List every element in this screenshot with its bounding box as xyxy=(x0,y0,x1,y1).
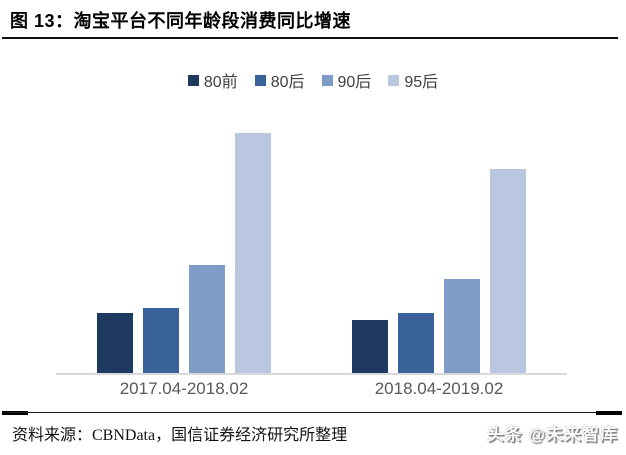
footer-rule-right-cap xyxy=(596,411,622,415)
legend-label: 80前 xyxy=(203,74,238,91)
title-rule xyxy=(2,37,618,39)
footer-rule-left-cap xyxy=(2,411,28,415)
legend-item: 90后 xyxy=(321,68,372,92)
footer-rule xyxy=(2,411,622,415)
bar xyxy=(189,265,225,373)
x-axis-label: 2017.04-2018.02 xyxy=(119,379,249,398)
source-text: 资料来源：CBNData，国信证券经济研究所整理 xyxy=(12,427,348,444)
legend-label: 95后 xyxy=(404,74,439,91)
bar xyxy=(398,313,434,373)
bar xyxy=(444,279,480,373)
watermark-text: 头条 @未来智库 xyxy=(486,425,618,444)
legend-swatch xyxy=(254,74,266,86)
footer-rule-line xyxy=(2,412,622,413)
legend-swatch xyxy=(187,74,199,86)
bar xyxy=(97,313,133,373)
plot-area: 2017.04-2018.02 2018.04-2019.02 xyxy=(56,130,567,398)
bar xyxy=(235,133,271,373)
legend-item: 95后 xyxy=(388,68,438,92)
legend-item: 80前 xyxy=(187,68,238,92)
figure-title: 图 13：淘宝平台不同年龄段消费同比增速 xyxy=(10,11,352,31)
chart-legend: 80前 80后 90后 95后 xyxy=(0,68,626,92)
legend-swatch xyxy=(321,74,333,86)
legend-label: 80后 xyxy=(270,74,305,91)
legend-swatch xyxy=(388,74,400,86)
legend-item: 80后 xyxy=(254,68,305,92)
bar xyxy=(143,308,179,373)
bar xyxy=(490,169,526,373)
legend-label: 90后 xyxy=(337,74,372,91)
bar xyxy=(352,320,388,373)
x-axis-label: 2018.04-2019.02 xyxy=(374,379,504,398)
